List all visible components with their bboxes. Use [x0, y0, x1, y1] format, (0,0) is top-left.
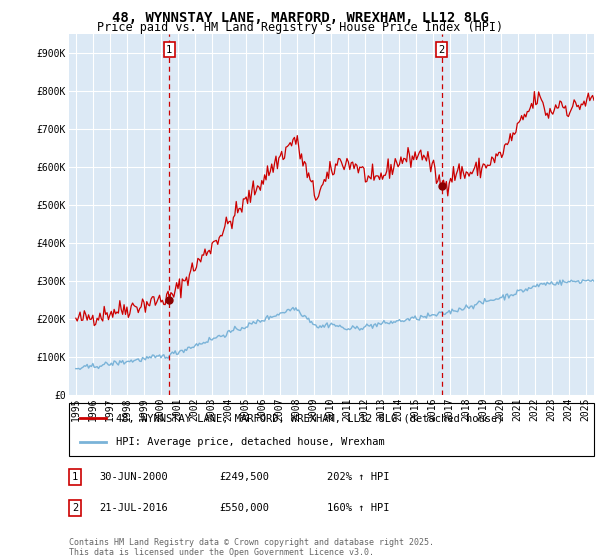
Text: 30-JUN-2000: 30-JUN-2000: [99, 472, 168, 482]
Text: 2: 2: [439, 45, 445, 55]
Text: 160% ↑ HPI: 160% ↑ HPI: [327, 503, 389, 513]
Text: Contains HM Land Registry data © Crown copyright and database right 2025.
This d: Contains HM Land Registry data © Crown c…: [69, 538, 434, 557]
Text: 1: 1: [166, 45, 172, 55]
Text: 21-JUL-2016: 21-JUL-2016: [99, 503, 168, 513]
Text: 48, WYNNSTAY LANE, MARFORD, WREXHAM, LL12 8LG: 48, WYNNSTAY LANE, MARFORD, WREXHAM, LL1…: [112, 11, 488, 25]
Text: 48, WYNNSTAY LANE, MARFORD, WREXHAM, LL12 8LG (detached house): 48, WYNNSTAY LANE, MARFORD, WREXHAM, LL1…: [116, 413, 504, 423]
Text: £550,000: £550,000: [219, 503, 269, 513]
Text: 2: 2: [72, 503, 78, 513]
Text: £249,500: £249,500: [219, 472, 269, 482]
Text: 202% ↑ HPI: 202% ↑ HPI: [327, 472, 389, 482]
Text: 1: 1: [72, 472, 78, 482]
Text: Price paid vs. HM Land Registry's House Price Index (HPI): Price paid vs. HM Land Registry's House …: [97, 21, 503, 34]
Text: HPI: Average price, detached house, Wrexham: HPI: Average price, detached house, Wrex…: [116, 436, 385, 446]
